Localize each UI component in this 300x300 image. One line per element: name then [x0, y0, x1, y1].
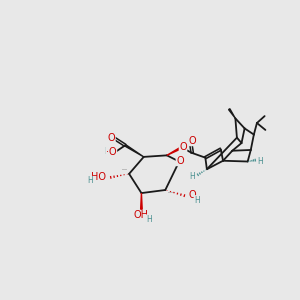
Text: H: H	[104, 147, 110, 156]
Polygon shape	[229, 109, 236, 118]
Text: O: O	[188, 190, 196, 200]
Text: OH: OH	[134, 210, 149, 220]
Text: H: H	[146, 215, 152, 224]
Text: HO: HO	[91, 172, 106, 182]
Polygon shape	[125, 145, 144, 157]
Text: O: O	[108, 133, 115, 142]
Polygon shape	[141, 193, 142, 209]
Text: O: O	[188, 136, 196, 146]
Text: H: H	[88, 176, 94, 185]
Polygon shape	[167, 147, 182, 155]
Text: H: H	[257, 157, 263, 166]
Text: H: H	[189, 172, 195, 182]
Text: O: O	[176, 156, 184, 166]
Text: ···: ···	[167, 190, 173, 196]
Text: ···: ···	[122, 167, 128, 172]
Text: H: H	[194, 196, 200, 205]
Text: ·O: ·O	[106, 147, 117, 157]
Text: O: O	[179, 142, 187, 152]
